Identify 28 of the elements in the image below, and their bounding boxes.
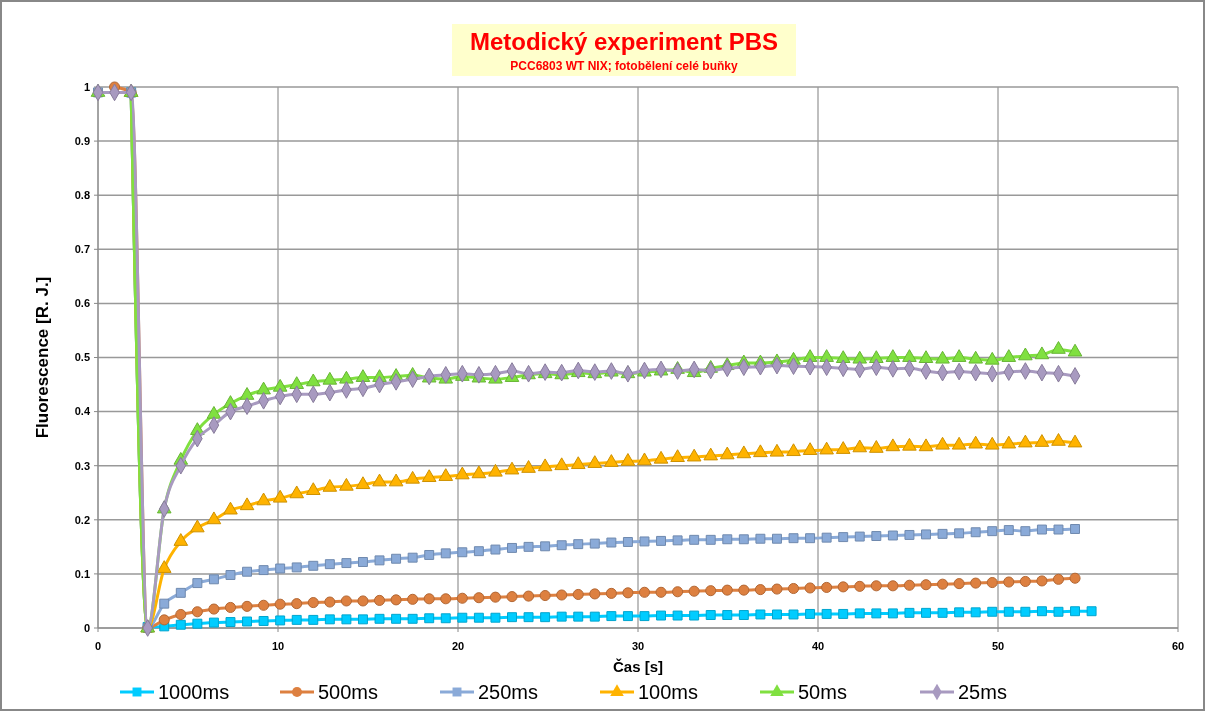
- y-axis-title: Fluorescence [R. J.]: [33, 276, 52, 439]
- y-tick-label: 0.8: [74, 189, 90, 202]
- x-tick-label: 20: [451, 640, 465, 652]
- x-tick-label: 40: [811, 640, 825, 652]
- x-tick-label: 50: [991, 640, 1005, 652]
- x-tick-label: 30: [631, 640, 645, 652]
- y-tick-label: 0.3: [74, 459, 90, 472]
- x-tick-label: 0: [94, 640, 102, 652]
- y-tick-label: 0.1: [74, 567, 90, 580]
- x-tick-label: 60: [1171, 640, 1185, 652]
- x-axis-title: Čas [s]: [612, 658, 664, 675]
- legend-label: 50ms: [798, 681, 847, 703]
- y-tick-label: 0.7: [74, 243, 90, 256]
- y-tick-label: 0.5: [74, 351, 90, 364]
- y-tick-label: 1: [83, 80, 90, 93]
- legend-label: 500ms: [318, 681, 379, 703]
- chart-title: Metodický experiment PBS: [469, 28, 779, 55]
- legend-label: 100ms: [638, 681, 699, 703]
- y-tick-label: 0.2: [74, 513, 90, 526]
- x-tick-label: 10: [271, 640, 285, 652]
- chart-subtitle: PCC6803 WT NIX; fotobělení celé buňky: [510, 59, 739, 73]
- y-tick-label: 0: [83, 621, 90, 634]
- y-tick-label: 0.6: [74, 297, 90, 310]
- legend-label: 1000ms: [158, 681, 230, 703]
- legend-label: 25ms: [958, 681, 1007, 703]
- legend-label: 250ms: [478, 681, 539, 703]
- y-tick-label: 0.4: [74, 405, 91, 418]
- y-tick-label: 0.9: [74, 134, 90, 147]
